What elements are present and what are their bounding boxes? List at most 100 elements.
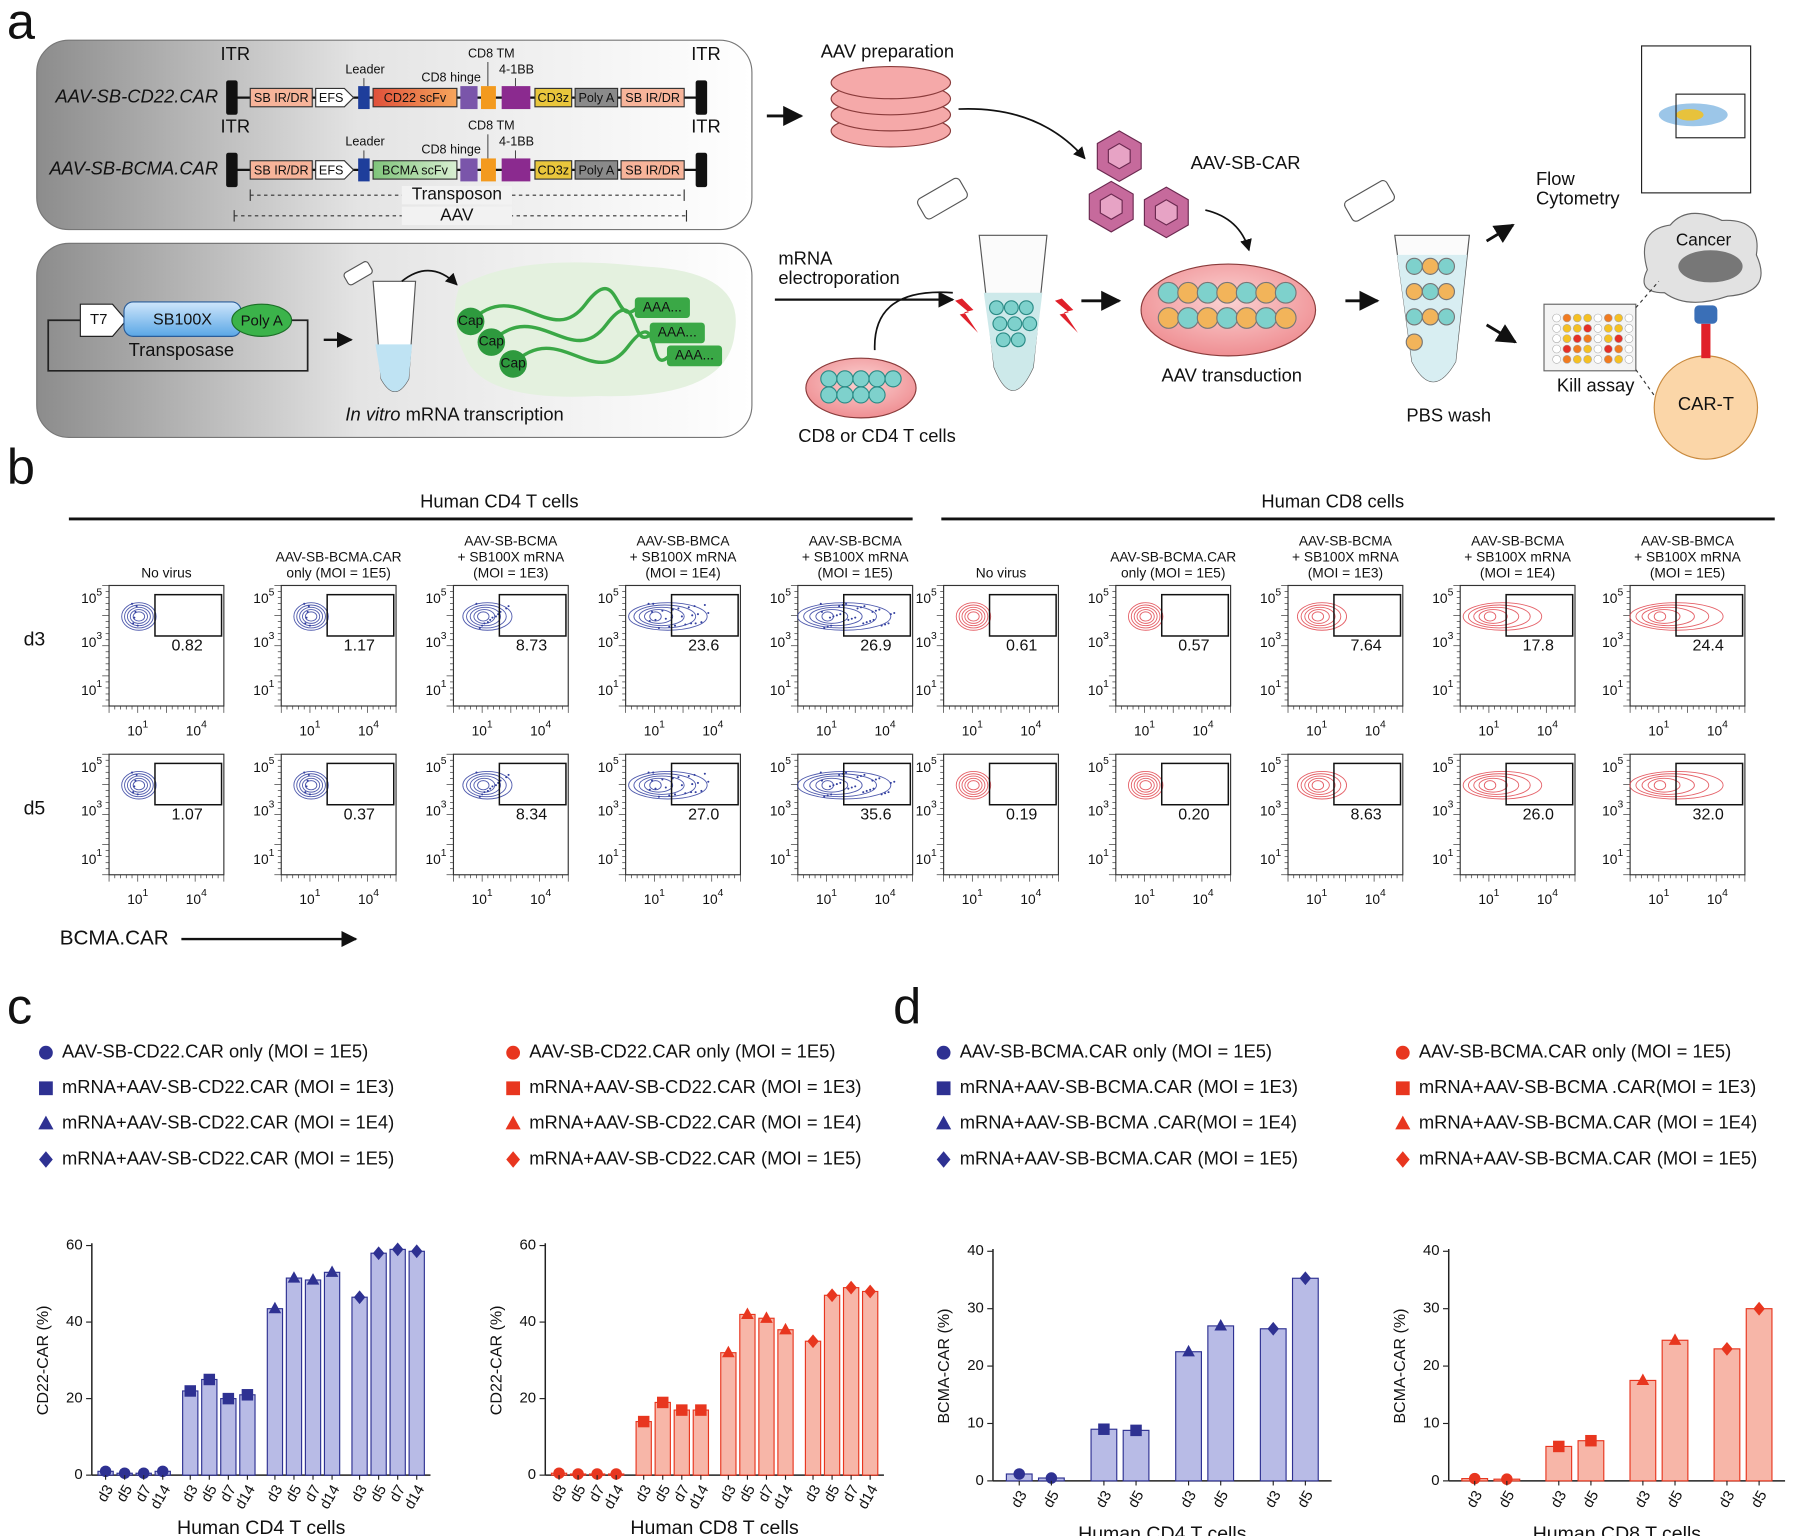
tick-label: 105 — [1432, 587, 1453, 606]
tick-exponent: 1 — [977, 719, 983, 730]
column-header: (MOI = 1E3) — [473, 566, 548, 581]
y-tick-label: 20 — [520, 1390, 537, 1407]
flow-frame — [1115, 753, 1232, 876]
event — [478, 626, 481, 629]
tick-label: 105 — [1432, 756, 1453, 775]
marker — [222, 1392, 235, 1405]
tick-exponent: 4 — [373, 888, 379, 899]
gate-value: 1.07 — [171, 805, 202, 823]
tick-label: 104 — [1365, 888, 1386, 907]
element-label: 4-1BB — [499, 135, 534, 149]
tick-base: 10 — [358, 723, 374, 738]
tick-base: 10 — [299, 723, 315, 738]
well — [1552, 334, 1561, 343]
event — [134, 610, 137, 613]
itr-label: ITR — [691, 115, 721, 136]
element-box — [534, 87, 573, 108]
marker — [306, 1273, 320, 1285]
contour — [1307, 777, 1330, 793]
tick-label: 101 — [425, 679, 446, 698]
construct-box — [36, 39, 753, 231]
tick-exponent: 4 — [1208, 888, 1214, 899]
column-header: only (MOI = 1E5) — [286, 566, 390, 581]
group-title: Human CD4 T cells — [420, 491, 579, 512]
tick-exponent: 3 — [96, 799, 102, 810]
well — [1624, 355, 1634, 364]
tick-label: 103 — [253, 631, 274, 650]
cap-label: Cap — [501, 356, 527, 371]
gate — [1675, 762, 1744, 806]
cell — [1010, 332, 1026, 348]
legend-entry: mRNA+AAV-SB-BCMA.CAR (MOI = 1E5) — [1419, 1147, 1757, 1168]
tick-exponent: 1 — [1103, 679, 1109, 690]
itr-bar — [226, 152, 238, 188]
x-tick-label: d5 — [1748, 1488, 1771, 1511]
tick-base: 10 — [1365, 723, 1381, 738]
tick-label: 104 — [1193, 888, 1214, 907]
cell — [1196, 281, 1219, 304]
event — [668, 794, 671, 797]
x-tick-label: d3 — [1715, 1488, 1738, 1511]
contour — [633, 773, 697, 798]
arrow — [1485, 223, 1515, 243]
tick-label: 101 — [962, 888, 983, 907]
tick-base: 10 — [875, 723, 891, 738]
virus-face — [1154, 199, 1178, 226]
tick-base: 10 — [81, 635, 97, 650]
contour — [121, 770, 157, 800]
element-label: CD8 TM — [468, 119, 515, 133]
virus-face — [1107, 142, 1131, 170]
event — [693, 605, 696, 608]
bar — [1545, 1445, 1573, 1482]
element-label: SB IR/DR — [254, 163, 309, 177]
tick-base: 10 — [598, 635, 614, 650]
x-tick-label: d7 — [301, 1482, 324, 1505]
y-tick-label: 0 — [1431, 1472, 1439, 1489]
tick-label: 101 — [81, 679, 102, 698]
element-bar — [358, 158, 370, 182]
well — [1562, 334, 1572, 343]
x-tick-label: d7 — [840, 1482, 863, 1505]
event — [850, 786, 853, 789]
gate — [1505, 762, 1574, 806]
legend-entry: mRNA+AAV-SB-BCMA.CAR (MOI = 1E3) — [960, 1076, 1298, 1097]
well — [1572, 313, 1582, 323]
tick-exponent: 4 — [373, 719, 379, 730]
cell — [868, 370, 886, 388]
legend-marker — [1395, 1151, 1410, 1168]
construct-name: AAV-SB-BCMA.CAR — [48, 158, 218, 179]
contour — [961, 606, 986, 627]
bar — [758, 1317, 775, 1476]
event — [859, 606, 863, 609]
tick-exponent: 4 — [890, 719, 896, 730]
contour — [1462, 602, 1543, 631]
tick-base: 10 — [916, 851, 932, 866]
cell — [1437, 257, 1456, 275]
marker — [722, 1345, 735, 1358]
tick-base: 10 — [425, 591, 441, 606]
tick-base: 10 — [1648, 723, 1664, 738]
marker — [1130, 1424, 1142, 1437]
x-tick-label: d5 — [113, 1482, 136, 1505]
contour — [1647, 777, 1681, 793]
contour — [1136, 609, 1155, 624]
well — [1593, 344, 1603, 354]
contour — [466, 773, 507, 798]
cap-circle — [477, 328, 506, 356]
event — [304, 622, 307, 625]
contour — [809, 606, 863, 627]
contour — [809, 775, 863, 795]
tick-label: 101 — [1478, 888, 1499, 907]
element-label: Poly A — [578, 163, 614, 177]
legend-entry: mRNA+AAV-SB-BCMA .CAR(MOI = 1E4) — [960, 1112, 1297, 1133]
cell — [1177, 307, 1200, 329]
tick-label: 105 — [1260, 587, 1281, 606]
event — [132, 791, 135, 794]
contour — [1653, 611, 1667, 622]
step-label: mRNA — [778, 247, 833, 268]
legend-entry: mRNA+AAV-SB-BCMA .CAR(MOI = 1E3) — [1419, 1076, 1756, 1097]
event — [887, 622, 890, 625]
itr-bar — [695, 80, 708, 115]
tick-exponent: 1 — [1275, 848, 1281, 859]
well — [1603, 324, 1613, 333]
